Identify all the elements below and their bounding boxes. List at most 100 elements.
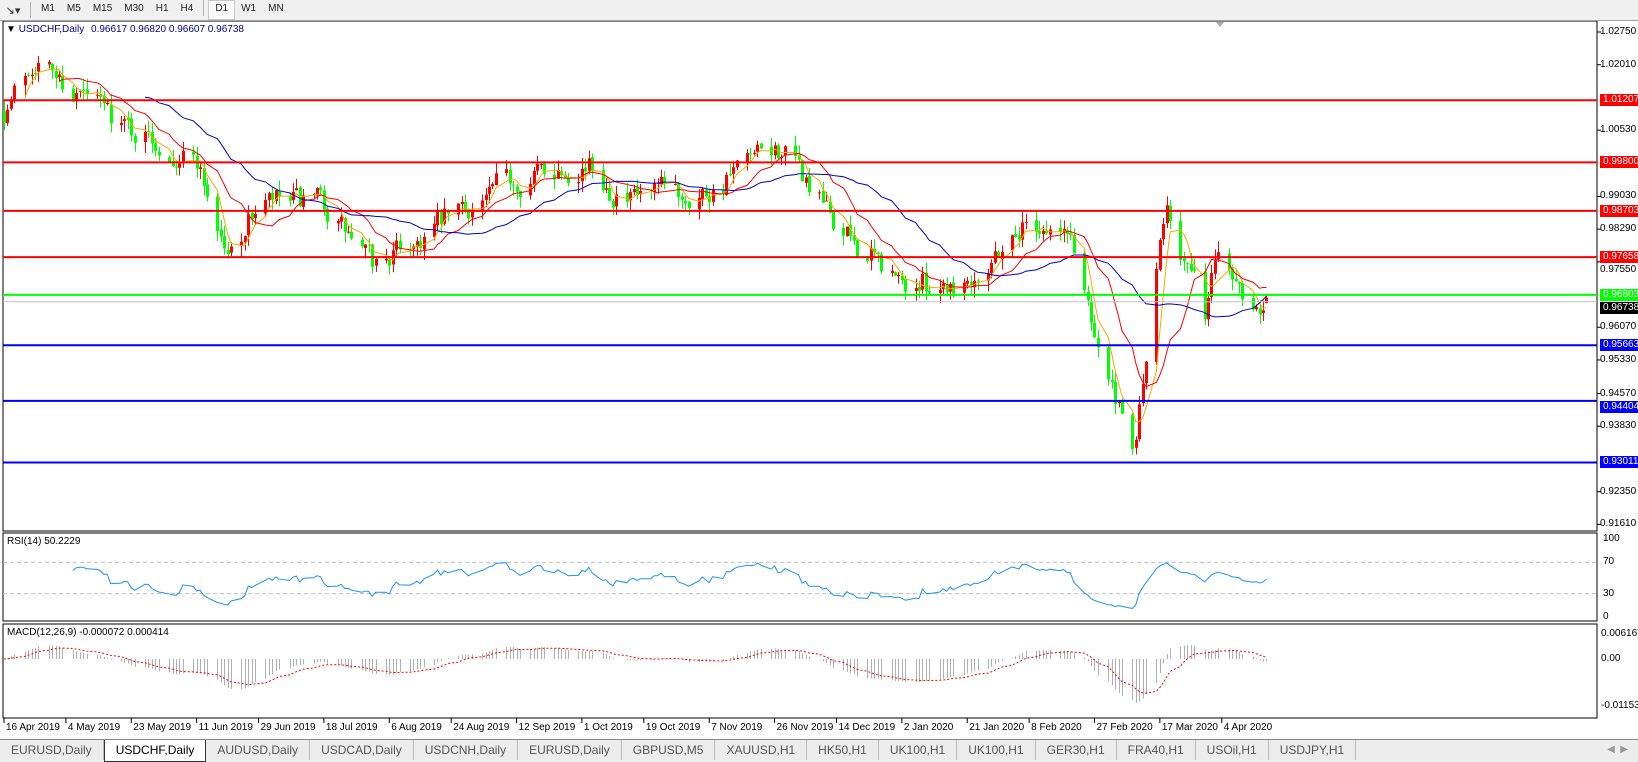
- candle-body: [158, 151, 161, 156]
- candle-body: [175, 166, 178, 168]
- candle-body: [870, 248, 873, 261]
- candle: [254, 205, 257, 226]
- timeframe-toolbar: ↘▾ M1 M5 M15 M30 H1 H4 D1 W1 MN: [0, 0, 1638, 21]
- candle-body: [230, 246, 233, 253]
- candle: [1207, 292, 1210, 327]
- candle: [154, 137, 157, 157]
- candle-body: [168, 157, 171, 163]
- candle-body: [319, 187, 322, 191]
- chart-tab[interactable]: GBPUSD,M5: [622, 740, 716, 760]
- candle-body: [1021, 222, 1024, 240]
- candle-body: [416, 241, 419, 247]
- ma-slow-line: [144, 96, 1267, 318]
- candle-body: [203, 167, 206, 187]
- candle-body: [1162, 223, 1165, 240]
- price-axis-label: 0.91610: [1600, 518, 1637, 530]
- candle: [1131, 412, 1134, 455]
- candle-body: [509, 169, 512, 184]
- candle-body: [1114, 382, 1117, 405]
- timeframe-h4[interactable]: H4: [180, 3, 194, 14]
- candle-body: [846, 226, 849, 237]
- candle-body: [82, 89, 85, 91]
- candle-body: [629, 192, 632, 201]
- chart-tab[interactable]: UK100,H1: [879, 740, 958, 760]
- timeframe-m30[interactable]: M30: [124, 3, 144, 14]
- chart-tab[interactable]: FRA40,H1: [1117, 740, 1196, 760]
- timeframe-m15[interactable]: M15: [92, 3, 113, 14]
- chart-window[interactable]: ▼ USDCHF,Daily 0.96617 0.96820 0.96607 0…: [0, 21, 1638, 739]
- candle: [1083, 251, 1086, 294]
- candle: [1252, 293, 1255, 312]
- timeframe-w1[interactable]: W1: [241, 3, 257, 14]
- candle-body: [746, 153, 749, 162]
- level-price-label: 0.95663: [1600, 339, 1638, 352]
- candle: [1090, 294, 1093, 331]
- chart-tab[interactable]: XAUUSD,H1: [715, 740, 808, 760]
- symbol-label: USDCHF,Daily: [18, 24, 85, 35]
- collapse-arrow-icon[interactable]: ▼: [6, 24, 16, 35]
- candle-body: [516, 186, 519, 192]
- candle: [880, 251, 883, 274]
- timeframe-d1[interactable]: D1: [208, 0, 236, 20]
- candle: [946, 277, 949, 297]
- candle: [684, 195, 687, 211]
- timeframe-m1[interactable]: M1: [41, 3, 55, 14]
- candle-body: [1255, 307, 1258, 310]
- candle-body: [1231, 269, 1234, 280]
- candle-body: [921, 273, 924, 290]
- chart-tab[interactable]: USDJPY,H1: [1269, 740, 1357, 760]
- candle: [24, 72, 27, 97]
- line-tools-icon[interactable]: ↘▾: [5, 4, 21, 17]
- candle: [86, 78, 89, 100]
- candle: [519, 190, 522, 208]
- candle-body: [970, 281, 973, 286]
- chart-tab[interactable]: USDCNH,Daily: [414, 740, 519, 760]
- chart-tab[interactable]: GER30,H1: [1036, 740, 1117, 760]
- candle: [491, 182, 494, 190]
- chart-tab[interactable]: EURUSD,Daily: [0, 740, 104, 760]
- chart-tab[interactable]: EURUSD,Daily: [518, 740, 622, 760]
- candle: [894, 271, 897, 277]
- candle-body: [853, 235, 856, 241]
- candle-body: [1259, 308, 1262, 315]
- timeframe-h1[interactable]: H1: [155, 3, 169, 14]
- chart-tab[interactable]: AUDUSD,Daily: [206, 740, 311, 760]
- chart-tabs: EURUSD,Daily USDCHF,Daily AUDUSD,Daily USDC…: [0, 739, 1638, 762]
- candle-body: [856, 240, 859, 257]
- candle: [82, 78, 85, 101]
- candle-body: [223, 236, 226, 249]
- chart-tab[interactable]: UK100,H1: [957, 740, 1036, 760]
- candle: [822, 181, 825, 204]
- rsi-axis-label: 100: [1603, 533, 1620, 544]
- candle-body: [6, 109, 9, 124]
- candle: [774, 141, 777, 160]
- candle: [608, 182, 611, 202]
- candle: [361, 236, 364, 249]
- candle-body: [1183, 258, 1186, 262]
- chart-tab[interactable]: USDCHF,Daily: [103, 740, 207, 762]
- chart-canvas[interactable]: [0, 21, 1638, 739]
- candle-body: [987, 273, 990, 281]
- candle: [760, 142, 763, 150]
- candle-body: [368, 244, 371, 246]
- candle-body: [1093, 322, 1096, 337]
- candle-body: [337, 220, 340, 224]
- chart-tab[interactable]: USOil,H1: [1196, 740, 1269, 760]
- candle-body: [96, 94, 99, 96]
- candle: [1025, 213, 1028, 230]
- candle: [557, 160, 560, 179]
- candle: [1183, 251, 1186, 272]
- candle: [605, 178, 608, 194]
- timeframe-mn[interactable]: MN: [268, 3, 284, 14]
- timeframe-m5[interactable]: M5: [66, 3, 81, 14]
- tab-scroll-arrows[interactable]: ◀ ▶: [1607, 744, 1628, 755]
- candle: [963, 278, 966, 301]
- candle: [994, 241, 997, 265]
- candle-body: [199, 167, 202, 169]
- candle: [1214, 249, 1217, 280]
- candle-body: [471, 211, 474, 218]
- chart-tab[interactable]: HK50,H1: [807, 740, 879, 760]
- candle: [375, 258, 378, 272]
- price-axis-label: 0.95330: [1600, 353, 1637, 365]
- chart-tab[interactable]: USDCAD,Daily: [310, 740, 414, 760]
